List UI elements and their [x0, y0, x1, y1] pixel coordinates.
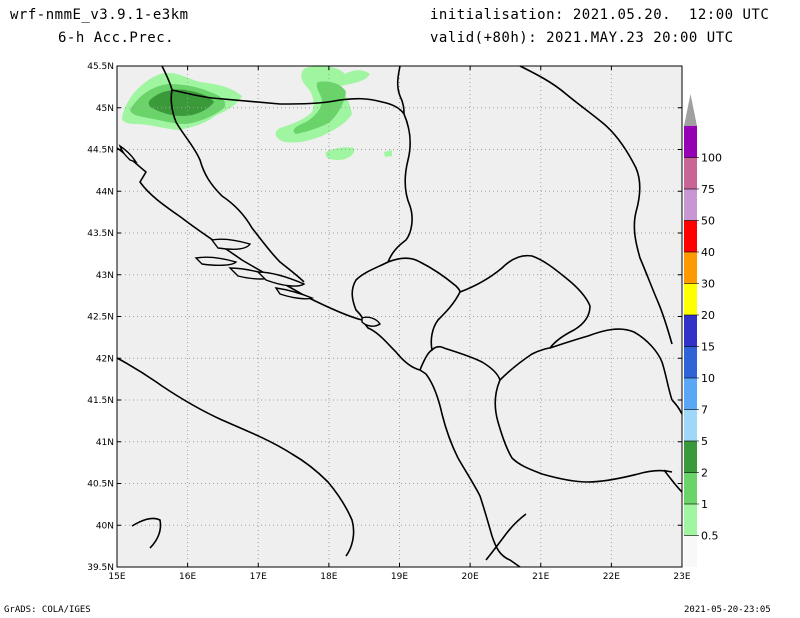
adriatic-east-coast — [116, 147, 521, 568]
kosovo-border — [459, 254, 591, 349]
lat-tick-label: 41N — [96, 438, 114, 448]
precipitation-areas — [122, 66, 392, 160]
legend-swatch — [684, 126, 697, 158]
footer-timestamp: 2021-05-20-23:05 — [684, 605, 771, 615]
island-5 — [274, 287, 315, 300]
legend-swatch — [684, 409, 697, 441]
lat-tick-label: 42.5N — [87, 313, 114, 323]
frame-ticks — [116, 65, 683, 568]
legend-label: 75 — [701, 183, 715, 196]
drina-border — [387, 113, 413, 263]
lon-tick-label: 23E — [673, 572, 690, 582]
italy-coast — [116, 357, 355, 557]
lon-tick-label: 17E — [250, 572, 267, 582]
legend-swatch — [684, 441, 697, 473]
greece-coast — [485, 513, 527, 561]
serbia-kosovo-north — [387, 257, 461, 293]
model-name: wrf-nmmE_v3.9.1-e3km — [10, 7, 189, 23]
legend-swatch — [684, 157, 697, 189]
legend-label: 10 — [701, 372, 715, 385]
legend-swatch — [684, 378, 697, 410]
lat-tick-label: 39.5N — [87, 563, 114, 573]
legend-label: 1 — [701, 498, 708, 511]
legend-overflow-triangle — [684, 94, 697, 126]
legend-swatch — [684, 472, 697, 504]
legend-label: 30 — [701, 278, 715, 291]
lon-tick-label: 16E — [179, 572, 196, 582]
longitude-labels: 15E 16E 17E 18E 19E 20E 21E 22E 23E — [108, 572, 690, 582]
legend-label: 7 — [701, 404, 708, 417]
lat-tick-label: 42N — [96, 354, 114, 364]
sava-border — [171, 89, 405, 115]
lat-tick-label: 43N — [96, 271, 114, 281]
field-name: 6-h Acc.Prec. — [58, 30, 175, 46]
legend-label: 40 — [701, 246, 715, 259]
legend-label: 100 — [701, 152, 722, 165]
island-2 — [194, 256, 238, 267]
lat-tick-label: 44.5N — [87, 146, 114, 156]
footer-credit: GrADS: COLA/IGES — [4, 605, 91, 615]
init-time: initialisation: 2021.05.20. 12:00 UTC — [430, 7, 770, 23]
color-legend: 0.5 1 2 5 7 10 15 20 30 40 50 75 100 — [684, 94, 722, 567]
north-hungary-border — [161, 65, 173, 91]
valid-time: valid(+80h): 2021.MAY.23 20:00 UTC — [430, 30, 734, 46]
lat-tick-label: 45.5N — [87, 62, 114, 72]
island-7 — [118, 144, 138, 164]
legend-swatch — [684, 283, 697, 315]
albania-west-border — [443, 347, 501, 381]
islands — [118, 144, 381, 327]
lat-tick-label: 43.5N — [87, 229, 114, 239]
lat-tick-label: 40N — [96, 521, 114, 531]
albania-east — [494, 379, 543, 475]
legend-label: 5 — [701, 435, 708, 448]
legend-label: 0.5 — [701, 530, 719, 543]
lat-tick-label: 40.5N — [87, 480, 114, 490]
lat-tick-label: 44N — [96, 187, 114, 197]
precip-area-medium-2 — [293, 81, 346, 134]
legend-label: 50 — [701, 215, 715, 228]
legend-label: 20 — [701, 309, 715, 322]
legend-label: 2 — [701, 467, 708, 480]
italy-heel — [131, 517, 162, 549]
montenegro-border — [351, 261, 389, 321]
east-edge-coast — [663, 399, 683, 493]
legend-label: 15 — [701, 341, 715, 354]
coastlines-and-borders — [116, 65, 683, 568]
serbia-romania-border — [519, 65, 673, 345]
north-border — [170, 89, 305, 283]
legend-swatch — [684, 346, 697, 378]
legend-swatch — [684, 189, 697, 221]
legend-swatch — [684, 220, 697, 252]
island-1 — [210, 238, 252, 250]
serbia-border-north — [396, 65, 405, 115]
precip-area-light-3 — [325, 147, 355, 160]
island-6 — [361, 316, 381, 327]
lat-tick-label: 41.5N — [87, 396, 114, 406]
albania-greece — [541, 469, 673, 483]
lon-tick-label: 15E — [108, 572, 125, 582]
montenegro-albania — [419, 345, 445, 371]
lon-tick-label: 22E — [603, 572, 620, 582]
lon-tick-label: 18E — [320, 572, 337, 582]
lat-tick-label: 45N — [96, 104, 114, 114]
island-4 — [256, 271, 306, 287]
precip-area-light-4 — [384, 150, 392, 157]
legend-swatch — [684, 535, 697, 567]
legend-swatch — [684, 252, 697, 284]
latitude-labels: 45.5N 45N 44.5N 44N 43.5N 43N 42.5N 42N 41.5N 41N… — [87, 62, 114, 573]
albania-macedonia — [499, 328, 673, 401]
kosovo-west — [430, 291, 461, 351]
legend-swatch — [684, 504, 697, 536]
lon-tick-label: 21E — [532, 572, 549, 582]
legend-swatch — [684, 315, 697, 347]
lon-tick-label: 19E — [391, 572, 408, 582]
lon-tick-label: 20E — [462, 572, 479, 582]
